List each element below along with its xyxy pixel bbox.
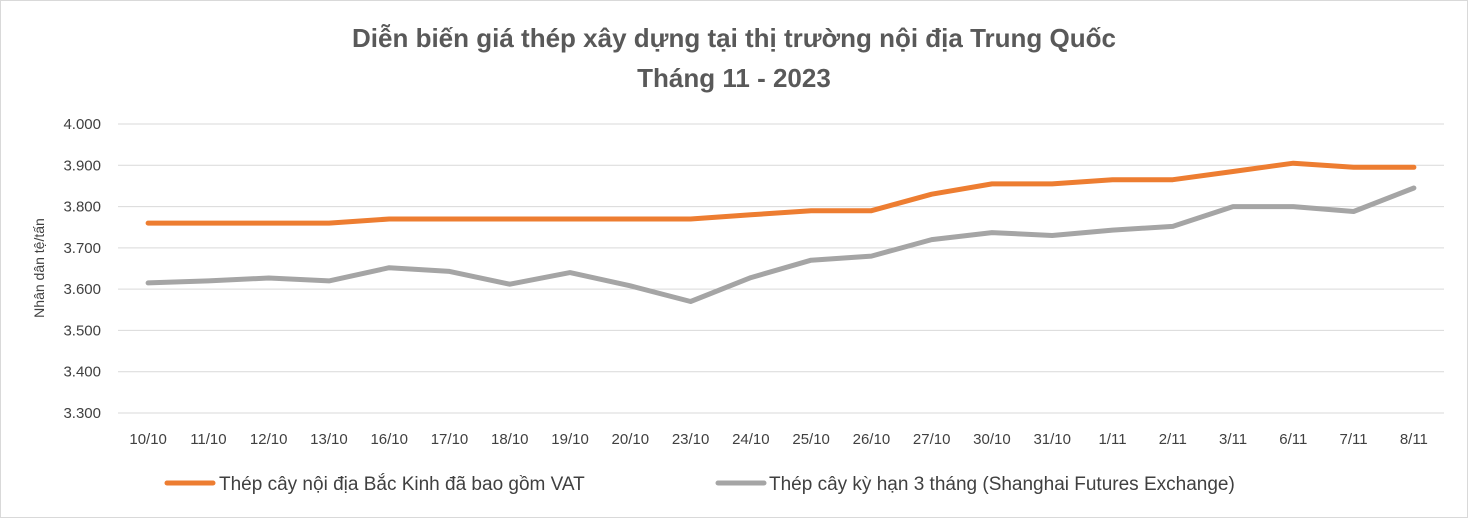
- x-tick-label: 10/10: [129, 431, 167, 448]
- y-tick-labels: 3.300 3.400 3.500 3.600 3.700 3.800 3.900 4.000: [63, 116, 101, 422]
- series-line-0: [145, 160, 1417, 226]
- x-tick-label: 26/10: [853, 431, 891, 448]
- y-axis-label: Nhân dân tệ/tấn: [31, 218, 47, 318]
- x-tick-label: 12/10: [250, 431, 288, 448]
- x-tick-label: 18/10: [491, 431, 529, 448]
- x-tick-label: 27/10: [913, 431, 951, 448]
- y-tick-label: 3.300: [63, 405, 101, 422]
- x-tick-label: 19/10: [551, 431, 589, 448]
- series-line-1: [145, 185, 1417, 304]
- x-tick-label: 6/11: [1279, 431, 1307, 448]
- y-tick-label: 3.700: [63, 240, 101, 257]
- legend-label-1: Thép cây kỳ hạn 3 tháng (Shanghai Future…: [769, 474, 1235, 495]
- x-tick-label: 20/10: [612, 431, 650, 448]
- x-tick-label: 17/10: [431, 431, 469, 448]
- x-tick-label: 8/11: [1400, 431, 1428, 448]
- legend-label-0: Thép cây nội địa Bắc Kinh đã bao gồm VAT: [219, 473, 585, 495]
- x-tick-label: 13/10: [310, 431, 348, 448]
- x-tick-label: 1/11: [1098, 431, 1126, 448]
- y-tick-label: 3.400: [63, 364, 101, 381]
- x-tick-label: 2/11: [1159, 431, 1187, 448]
- series-lines: [145, 160, 1417, 304]
- y-tick-label: 3.600: [63, 281, 101, 298]
- y-tick-label: 4.000: [63, 116, 101, 133]
- x-tick-label: 3/11: [1219, 431, 1247, 448]
- x-tick-label: 31/10: [1033, 431, 1071, 448]
- x-tick-label: 23/10: [672, 431, 710, 448]
- x-tick-label: 16/10: [370, 431, 408, 448]
- y-tick-label: 3.800: [63, 199, 101, 216]
- x-tick-label: 11/10: [190, 431, 226, 448]
- y-tick-label: 3.500: [63, 322, 101, 339]
- legend: Thép cây nội địa Bắc Kinh đã bao gồm VAT…: [164, 473, 1235, 495]
- x-tick-label: 30/10: [973, 431, 1011, 448]
- gridlines: [118, 123, 1444, 414]
- chart-title: Diễn biến giá thép xây dựng tại thị trườ…: [352, 23, 1116, 53]
- y-tick-label: 3.900: [63, 157, 101, 174]
- x-tick-label: 7/11: [1340, 431, 1368, 448]
- x-tick-label: 24/10: [732, 431, 770, 448]
- x-tick-labels: 10/10 11/10 12/10 13/10 16/10 17/10 18/10 19/10…: [129, 431, 1428, 448]
- legend-item-0[interactable]: Thép cây nội địa Bắc Kinh đã bao gồm VAT: [164, 473, 585, 495]
- x-tick-label: 25/10: [792, 431, 830, 448]
- legend-item-1[interactable]: Thép cây kỳ hạn 3 tháng (Shanghai Future…: [715, 474, 1235, 495]
- chart-subtitle: Tháng 11 - 2023: [637, 63, 831, 93]
